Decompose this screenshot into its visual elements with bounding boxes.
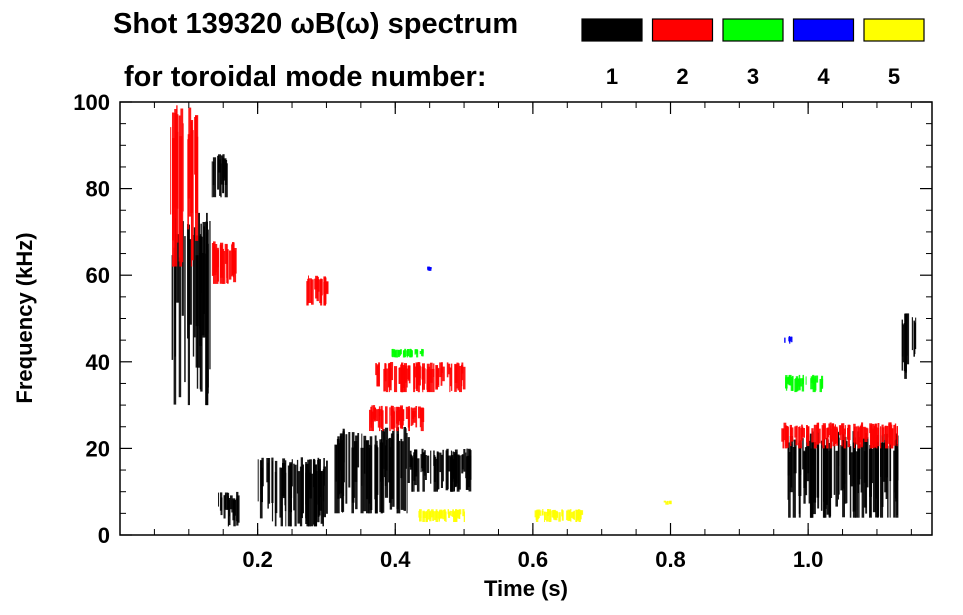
series-n1-feature-2: [218, 491, 240, 527]
series-n4-feature-1: [427, 266, 432, 271]
series-n1-feature-6: [787, 431, 899, 518]
legend-label-5: 5: [888, 64, 900, 89]
series-n5-feature-1: [534, 509, 584, 522]
legend-label-4: 4: [817, 64, 830, 89]
x-axis-label: Time (s): [484, 576, 568, 601]
spectrum-layer: [170, 105, 917, 527]
legend-label-3: 3: [747, 64, 759, 89]
series-n5-feature-0: [418, 509, 465, 523]
y-tick-label-5: 100: [73, 90, 110, 115]
series-n1-feature-4: [334, 427, 410, 514]
series-n2-feature-1: [211, 241, 237, 284]
series-n3: [391, 348, 824, 393]
y-tick-label-1: 20: [86, 436, 110, 461]
x-tick-label-0: 0.2: [242, 547, 273, 572]
plot-frame: [119, 101, 933, 536]
legend-swatch-1: [581, 18, 643, 42]
legend-swatch-4: [792, 18, 855, 42]
x-tick-label-2: 0.6: [518, 547, 549, 572]
series-n2: [170, 105, 898, 449]
series-n1: [171, 154, 917, 527]
series-n1-feature-3: [257, 457, 328, 527]
legend-swatch-5: [863, 18, 925, 42]
series-n1-feature-7: [901, 313, 917, 379]
chart-title: Shot 139320 ωB(ω) spectrum: [113, 8, 518, 40]
legend-label-2: 2: [676, 64, 688, 89]
y-tick-label-4: 80: [86, 177, 110, 202]
series-n5: [418, 500, 672, 523]
series-n2-feature-3: [375, 362, 466, 393]
y-tick-label-0: 0: [98, 523, 110, 548]
series-n3-feature-0: [391, 348, 424, 358]
chart-subtitle: for toroidal mode number:: [124, 61, 487, 93]
series-n3-feature-1: [785, 374, 824, 393]
y-tick-label-2: 40: [86, 350, 110, 375]
series-n1-feature-1: [211, 154, 228, 198]
series-n2-feature-5: [781, 422, 898, 449]
y-tick-label-3: 60: [86, 263, 110, 288]
y-axis-label: Frequency (kHz): [12, 232, 37, 403]
legend-label-1: 1: [606, 64, 618, 89]
x-tick-label-3: 0.8: [655, 547, 686, 572]
legend: 1 2 3 4 5: [581, 18, 925, 89]
series-n2-feature-4: [369, 405, 425, 432]
axes: 0.2 0.4 0.6 0.8 1.0 0 20 40 60 80 100: [73, 90, 932, 572]
series-n4: [427, 266, 793, 344]
x-tick-label-4: 1.0: [793, 547, 824, 572]
x-tick-label-1: 0.4: [380, 547, 411, 572]
series-n2-feature-0: [170, 105, 199, 267]
legend-swatch-2: [651, 18, 714, 42]
series-n2-feature-2: [306, 275, 329, 306]
series-n1-feature-5: [409, 448, 472, 492]
series-n5-feature-2: [663, 500, 672, 505]
series-n1-feature-0: [171, 210, 211, 406]
series-n4-feature-0: [784, 336, 793, 344]
legend-swatch-3: [722, 18, 784, 42]
